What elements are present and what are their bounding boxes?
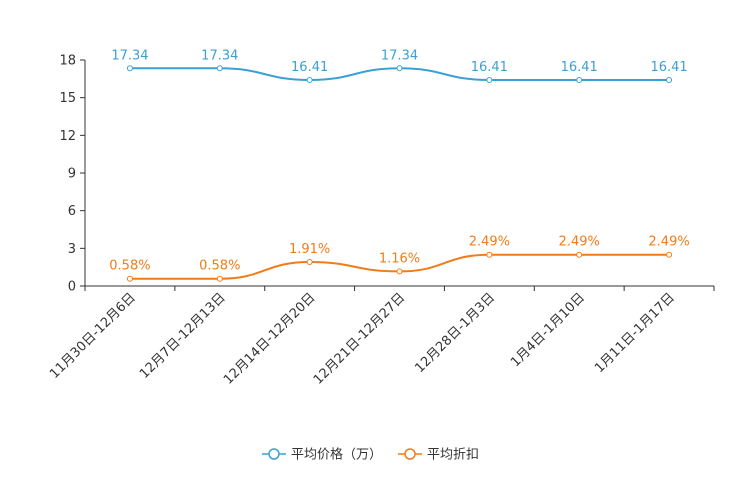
data-label: 0.58% bbox=[109, 259, 150, 274]
data-label: 16.41 bbox=[291, 60, 328, 75]
series-layer: 17.34 17.34 16.41 17.34 16.41 16.41 16.41 0.58%… bbox=[109, 48, 690, 282]
data-label: 2.49% bbox=[559, 235, 600, 250]
y-tick-label: 3 bbox=[68, 242, 76, 257]
data-label: 16.41 bbox=[471, 60, 508, 75]
data-label: 0.58% bbox=[199, 259, 240, 274]
data-point bbox=[306, 259, 313, 266]
y-tick-label: 15 bbox=[59, 91, 76, 106]
y-tick-label: 6 bbox=[68, 204, 76, 219]
data-label: 16.41 bbox=[561, 60, 598, 75]
data-point bbox=[666, 76, 673, 83]
legend-label[interactable]: 平均价格（万） bbox=[291, 447, 382, 463]
data-label: 17.34 bbox=[201, 48, 238, 63]
x-tick-label: 12月14日-12月20日 bbox=[221, 290, 318, 387]
y-tick-label: 18 bbox=[59, 54, 76, 69]
data-label: 16.41 bbox=[650, 60, 687, 75]
data-label: 17.34 bbox=[111, 48, 148, 63]
data-point bbox=[486, 251, 493, 258]
y-tick-label: 12 bbox=[59, 129, 76, 144]
axes: 0 3 6 9 12 15 18 11月30日-12月6日12月7日-12月13日12月14日… bbox=[47, 54, 715, 388]
data-label: 1.16% bbox=[379, 251, 420, 266]
legend-marker-icon bbox=[404, 448, 416, 460]
data-point bbox=[126, 275, 133, 282]
data-label: 17.34 bbox=[381, 48, 418, 63]
legend-label[interactable]: 平均折扣 bbox=[427, 448, 479, 463]
y-tick-label: 0 bbox=[68, 280, 76, 295]
legend: 平均价格（万） 平均折扣 bbox=[262, 447, 479, 463]
data-point bbox=[576, 251, 583, 258]
data-point bbox=[576, 76, 583, 83]
data-label: 2.49% bbox=[469, 235, 510, 250]
x-tick-label: 12月28日-1月3日 bbox=[412, 290, 498, 376]
data-label: 2.49% bbox=[648, 235, 689, 250]
data-point bbox=[216, 65, 223, 72]
data-point bbox=[306, 76, 313, 83]
data-point bbox=[126, 65, 133, 72]
data-point bbox=[216, 275, 223, 282]
data-point bbox=[396, 65, 403, 72]
y-tick-label: 9 bbox=[68, 167, 76, 182]
x-tick-label: 12月7日-12月13日 bbox=[137, 290, 229, 382]
x-tick-label: 11月30日-12月6日 bbox=[47, 290, 139, 382]
data-point bbox=[486, 76, 493, 83]
data-point bbox=[396, 268, 403, 275]
x-tick-label: 1月11日-1月17日 bbox=[592, 290, 678, 376]
x-tick-label: 1月4日-1月10日 bbox=[508, 290, 588, 370]
data-label: 1.91% bbox=[289, 242, 330, 257]
legend-marker-icon bbox=[268, 448, 280, 460]
data-point bbox=[666, 251, 673, 258]
x-tick-label: 12月21日-12月27日 bbox=[311, 290, 408, 387]
